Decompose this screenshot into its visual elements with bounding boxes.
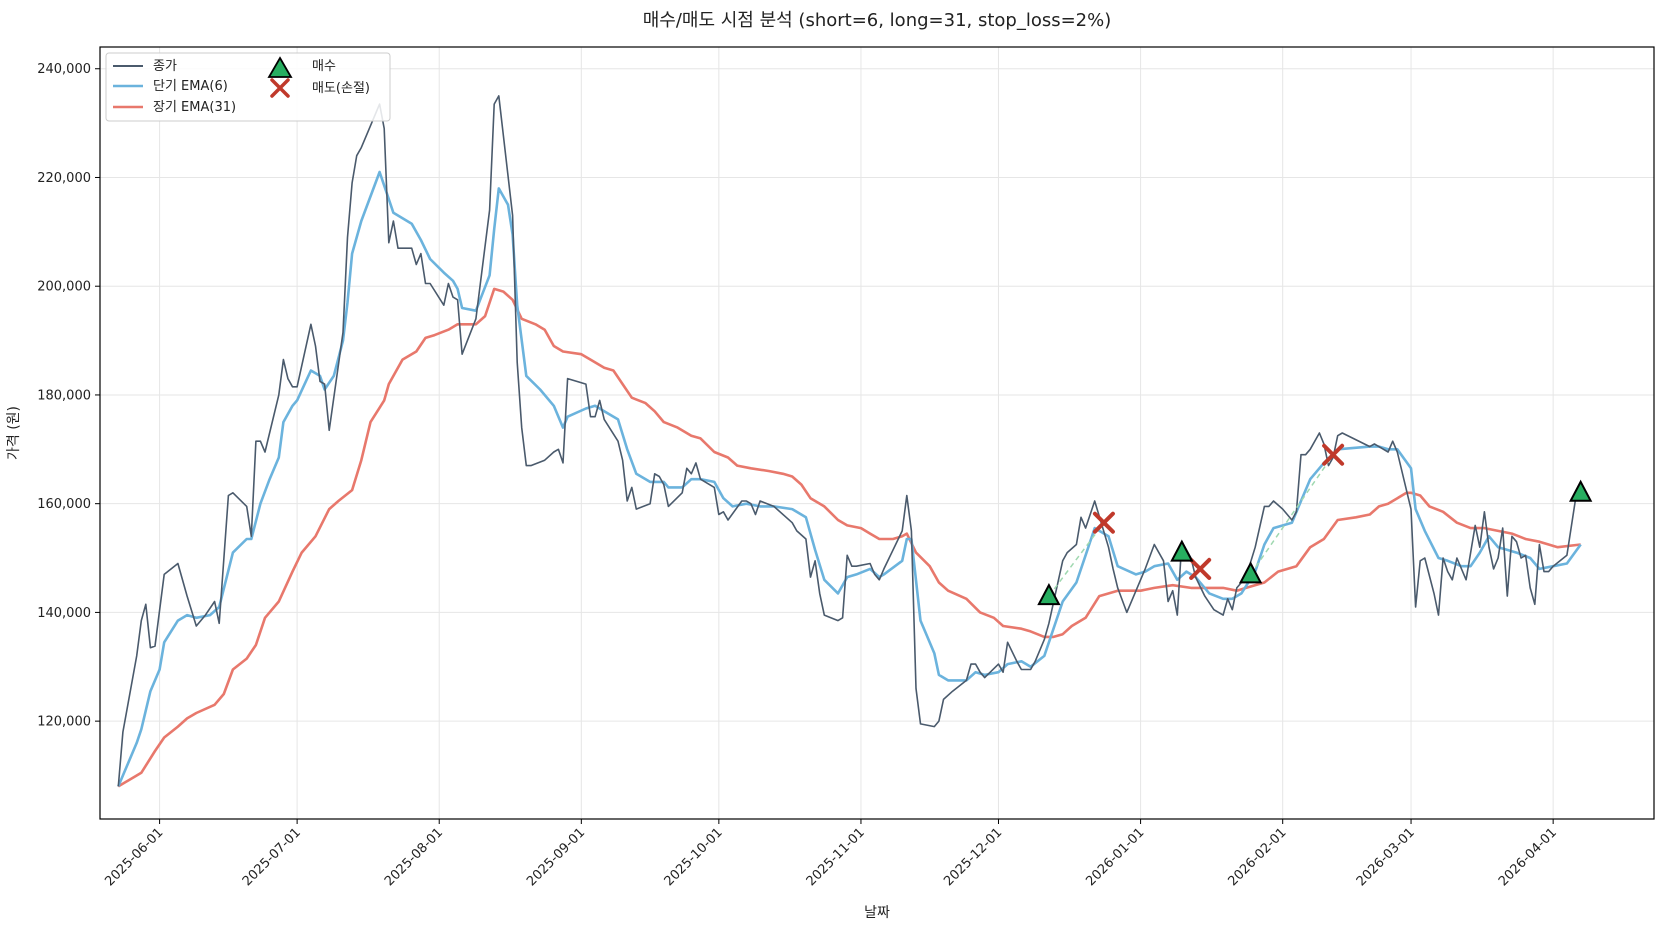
- chart-title: 매수/매도 시점 분석 (short=6, long=31, stop_loss…: [643, 10, 1112, 31]
- legend-box: [105, 52, 391, 122]
- y-tick-label: 120,000: [37, 715, 91, 730]
- trade-connector: [1048, 522, 1105, 597]
- series-line-ema-long: [117, 287, 1581, 788]
- legend-sell-label: 매도(손절): [312, 81, 370, 96]
- legend-ema-short-label: 단기 EMA(6): [153, 79, 228, 94]
- y-axis-label: 가격 (원): [6, 406, 22, 460]
- legend-close-label: 종가: [153, 59, 177, 74]
- x-axis-label: 날짜: [864, 905, 890, 921]
- legend-ema-long-label: 장기 EMA(31): [153, 100, 236, 115]
- grid-layer: [100, 47, 1654, 819]
- signal-layer: [1037, 443, 1593, 606]
- y-tick-label: 220,000: [37, 171, 91, 186]
- y-tick-label: 240,000: [37, 62, 91, 77]
- legend-buy-marker: [267, 56, 293, 78]
- sell-marker: [1322, 443, 1345, 466]
- legend-buy-label: 매수: [312, 59, 336, 74]
- sell-marker: [1092, 511, 1115, 534]
- legend-sell-marker: [270, 78, 290, 98]
- sell-marker: [1189, 557, 1212, 580]
- y-tick-label: 200,000: [37, 280, 91, 295]
- y-tick-label: 180,000: [37, 388, 91, 403]
- buy-marker: [1238, 561, 1263, 584]
- trade-connector: [1249, 454, 1334, 575]
- y-tick-label: 140,000: [37, 606, 91, 621]
- y-tick-label: 160,000: [37, 497, 91, 512]
- buy-marker: [1568, 479, 1593, 502]
- buy-marker: [1170, 539, 1194, 562]
- legend: 종가 단기 EMA(6) 장기 EMA(31) 매수 매도(손절): [105, 52, 391, 122]
- series-line-ema-short: [117, 170, 1582, 787]
- plot-frame: [99, 46, 1655, 820]
- buy-marker: [1037, 582, 1061, 606]
